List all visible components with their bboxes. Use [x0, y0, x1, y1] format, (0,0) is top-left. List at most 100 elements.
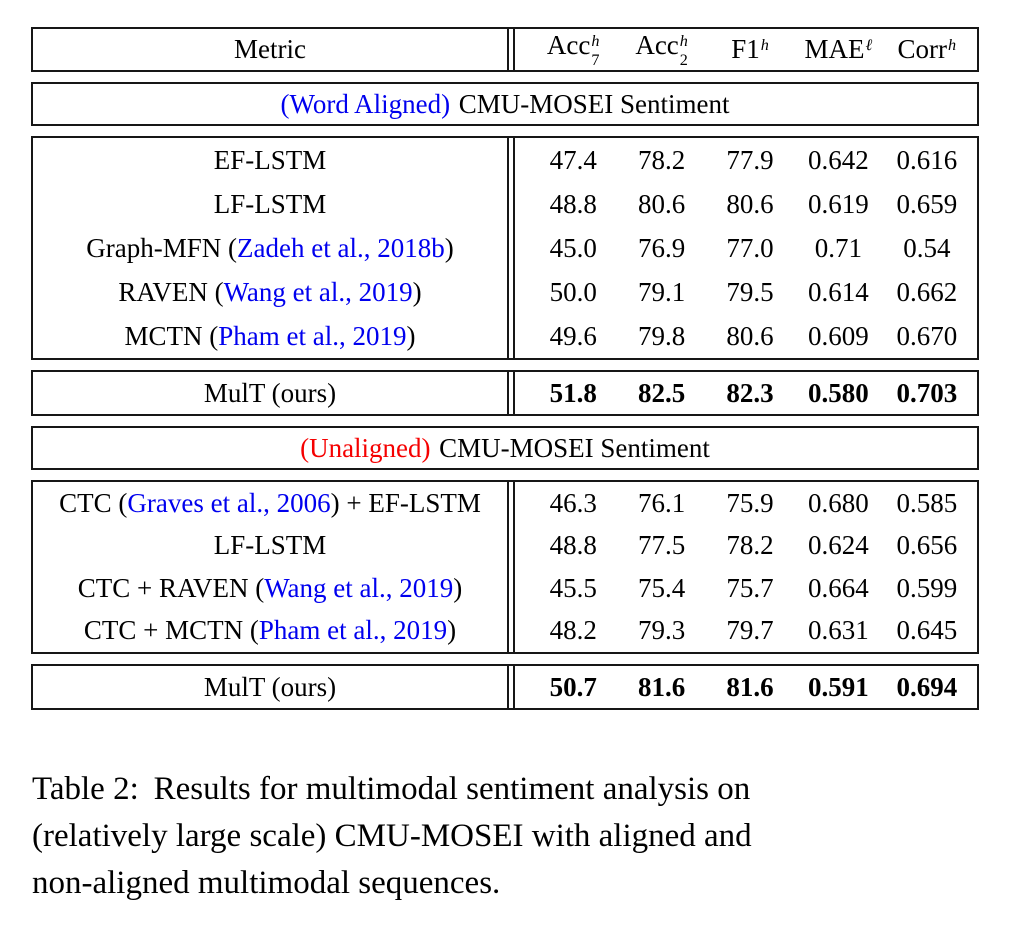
metric-value-cell: 0.599 [896, 572, 958, 603]
metric-value-cell: 0.591 [808, 671, 869, 702]
banner-unaligned: (Unaligned) CMU-MOSEI Sentiment [31, 426, 979, 470]
unaligned-mult-box: MulT (ours) 50.7 81.6 81.6 0.591 0.694 [31, 664, 979, 710]
col-header-mae: MAE ℓ [804, 34, 873, 64]
metric-value-cell: 78.2 [637, 144, 686, 175]
model-name-text: RAVEN ( [118, 276, 224, 307]
citation-link[interactable]: Wang et al., 2019 [264, 572, 454, 603]
model-name-text: LF-LSTM [213, 530, 327, 561]
unaligned-dataset-label: CMU-MOSEI Sentiment [439, 432, 710, 463]
table-header-box: Metric Acc h 7 Acc h 2 F1 h MAE ℓ Corr h [31, 27, 979, 72]
metric-column-header: Metric [234, 34, 306, 64]
table-row: 50.7 81.6 81.6 0.591 0.694 [515, 666, 977, 708]
caption-line: Table 2: Results for multimodal sentiment… [32, 766, 997, 813]
metric-value-cell: 81.6 [637, 671, 686, 702]
aligned-values-column: 47.4 78.2 77.9 0.642 0.616 48.8 80.6 80.6 0.619… [513, 138, 977, 358]
col-header-corr: Corr h [897, 34, 957, 64]
citation-link[interactable]: Pham et al., 2019 [258, 615, 448, 646]
model-name-cell: MulT (ours) [203, 671, 337, 702]
mult-values-column: 50.7 81.6 81.6 0.591 0.694 [513, 666, 977, 708]
metric-value-cell: 0.664 [808, 572, 869, 603]
metric-value-cell: 76.1 [637, 487, 686, 518]
metric-value-cell: 77.9 [726, 144, 774, 175]
model-name-cell: MCTN (Pham et al., 2019) [33, 314, 507, 358]
metric-value-cell: 79.3 [637, 615, 686, 646]
metric-value-cell: 0.645 [896, 615, 958, 646]
caption-line: non-aligned multimodal sequences. [32, 865, 501, 901]
metric-value-cell: 80.6 [726, 320, 774, 351]
unaligned-model-column: CTC (Graves et al., 2006) + EF-LSTM LF-L… [33, 482, 509, 652]
citation-link[interactable]: Wang et al., 2019 [223, 276, 413, 307]
metric-value-cell: 79.5 [726, 276, 774, 307]
results-table: Metric Acc h 7 Acc h 2 F1 h MAE ℓ Corr h (Word … [31, 27, 979, 710]
citation-link[interactable]: Graves et al., 2006 [127, 487, 331, 518]
model-name-text: ) [444, 232, 454, 263]
mult-values-column: 51.8 82.5 82.3 0.580 0.703 [513, 372, 977, 414]
model-name-cell: CTC (Graves et al., 2006) + EF-LSTM [33, 482, 507, 525]
metric-value-cell: 45.5 [549, 572, 597, 603]
model-name-cell: MulT (ours) [203, 377, 337, 408]
metric-value-cell: 48.2 [549, 615, 597, 646]
col-header-acc7: Acc h 7 [546, 29, 600, 69]
table-row: 45.0 76.9 77.0 0.71 0.54 [515, 226, 977, 270]
table-row: 48.8 80.6 80.6 0.619 0.659 [515, 182, 977, 226]
mae-scripts: ℓ [865, 36, 873, 55]
table-row: 46.3 76.1 75.9 0.680 0.585 [515, 482, 977, 525]
metric-value-cell: 0.624 [808, 530, 869, 561]
metric-value-cell: 0.585 [896, 487, 958, 518]
metric-value-cell: 47.4 [549, 144, 597, 175]
metric-value-cell: 76.9 [637, 232, 686, 263]
metric-names-row: Acc h 7 Acc h 2 F1 h MAE ℓ Corr h [515, 29, 977, 70]
metric-value-cell: 75.4 [637, 572, 686, 603]
corr-scripts: h [948, 36, 957, 55]
model-name-text: CTC ( [59, 487, 128, 518]
metric-value-cell: 0.619 [808, 188, 869, 219]
metric-value-cell: 79.1 [637, 276, 686, 307]
metric-names-column: Acc h 7 Acc h 2 F1 h MAE ℓ Corr h [513, 29, 977, 70]
caption-label: Table 2: [32, 771, 139, 807]
model-name-text: ) + EF-LSTM [330, 487, 481, 518]
model-name-cell: CTC + RAVEN (Wang et al., 2019) [33, 567, 507, 610]
metric-value-cell: 82.3 [726, 377, 774, 408]
metric-value-cell: 0.662 [896, 276, 958, 307]
model-name-cell: LF-LSTM [33, 525, 507, 568]
caption-line: (relatively large scale) CMU-MOSEI with … [32, 818, 752, 854]
table-caption: Table 2: Results for multimodal sentiment… [32, 766, 997, 907]
model-name-cell: Graph-MFN (Zadeh et al., 2018b) [33, 226, 507, 270]
model-name-text: ) [447, 615, 457, 646]
unaligned-tag: (Unaligned) [300, 432, 431, 463]
metric-value-cell: 48.8 [549, 188, 597, 219]
citation-link[interactable]: Zadeh et al., 2018b [237, 232, 445, 263]
model-name-cell: RAVEN (Wang et al., 2019) [33, 270, 507, 314]
model-name-cell: CTC + MCTN (Pham et al., 2019) [33, 610, 507, 653]
table-row: 51.8 82.5 82.3 0.580 0.703 [515, 372, 977, 414]
metric-value-cell: 0.694 [896, 671, 958, 702]
metric-value-cell: 0.703 [896, 377, 958, 408]
model-name-text: LF-LSTM [213, 188, 327, 219]
metric-value-cell: 79.7 [726, 615, 774, 646]
metric-value-cell: 0.609 [808, 320, 869, 351]
metric-value-cell: 50.0 [549, 276, 597, 307]
model-name-text: EF-LSTM [213, 144, 327, 175]
col-header-acc2: Acc h 2 [635, 29, 688, 69]
metric-value-cell: 0.71 [814, 232, 863, 263]
table-row: 50.0 79.1 79.5 0.614 0.662 [515, 270, 977, 314]
metric-value-cell: 0.631 [808, 615, 869, 646]
metric-value-cell: 81.6 [726, 671, 774, 702]
table-row: 47.4 78.2 77.9 0.642 0.616 [515, 138, 977, 182]
word-aligned-tag: (Word Aligned) [280, 88, 451, 119]
metric-value-cell: 80.6 [637, 188, 686, 219]
model-name-text: Graph-MFN ( [86, 232, 238, 263]
metric-value-cell: 48.8 [549, 530, 597, 561]
citation-link[interactable]: Pham et al., 2019 [218, 320, 407, 351]
table-row: 48.2 79.3 79.7 0.631 0.645 [515, 610, 977, 653]
metric-value-cell: 80.6 [726, 188, 774, 219]
metric-value-cell: 0.614 [808, 276, 869, 307]
metric-value-cell: 77.0 [726, 232, 774, 263]
model-name-text: CTC + MCTN ( [83, 615, 259, 646]
metric-value-cell: 75.7 [726, 572, 774, 603]
unaligned-values-column: 46.3 76.1 75.9 0.680 0.585 48.8 77.5 78.2 0.624… [513, 482, 977, 652]
banner-word-aligned: (Word Aligned) CMU-MOSEI Sentiment [31, 82, 979, 126]
mult-model-column: MulT (ours) [33, 666, 509, 708]
